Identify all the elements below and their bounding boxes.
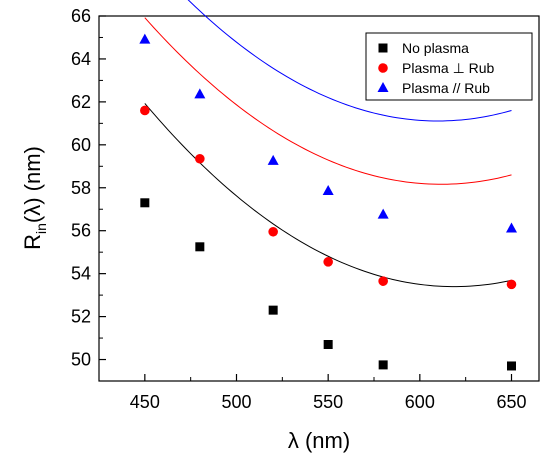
data-points [139,33,517,371]
x-tick-label: 600 [405,392,435,412]
y-axis-label-main: R [20,234,45,250]
y-tick-label: 62 [71,92,91,112]
axis-ticks: 450 500 550 600 650 50 52 54 56 58 60 62 64 66 [71,6,527,412]
y-tick-label: 50 [71,350,91,370]
legend-marker [377,82,389,92]
x-tick-label: 650 [496,392,526,412]
data-point [377,208,389,219]
y-tick-label: 64 [71,49,91,69]
legend-box [365,32,533,101]
legend-marker [378,63,388,73]
data-point [267,154,279,165]
data-point [323,257,333,267]
data-point [323,340,333,349]
legend-label: Plasma // Rub [402,80,490,96]
x-axis-label: λ (nm) [288,428,350,453]
data-point [506,222,517,233]
data-point [268,305,278,315]
x-tick-label: 500 [221,392,251,412]
y-tick-label: 66 [71,6,91,26]
plot-frame [98,15,540,382]
x-tick-label: 550 [313,392,343,412]
y-tick-label: 58 [71,178,91,198]
y-tick-label: 52 [71,307,91,327]
data-point [378,276,388,286]
y-tick-label: 54 [71,264,91,284]
data-point [195,153,205,164]
data-point [194,88,206,99]
data-point [140,198,150,208]
fit-line [187,0,512,122]
legend: No plasma Plasma ⊥ Rub Plasma // Rub [365,32,533,101]
fit-line [144,17,512,185]
data-point [140,105,150,116]
data-point [378,360,388,370]
fit-line [144,103,512,288]
data-point [322,184,334,195]
legend-label: Plasma ⊥ Rub [402,60,495,76]
y-tick-label: 60 [71,135,91,155]
data-point [507,361,516,371]
y-axis-label-rest: (λ) (nm) [20,146,45,223]
legend-marker [378,43,388,53]
y-tick-label: 56 [71,221,91,241]
data-point [506,279,517,290]
data-point [268,226,278,237]
fit-curves [144,0,512,288]
y-axis-label: Rin(λ) (nm) [20,146,49,250]
data-point [195,242,205,252]
x-tick-label: 450 [130,392,160,412]
data-point [139,33,151,44]
legend-label: No plasma [402,40,469,56]
y-axis-label-sub: in [33,223,49,234]
